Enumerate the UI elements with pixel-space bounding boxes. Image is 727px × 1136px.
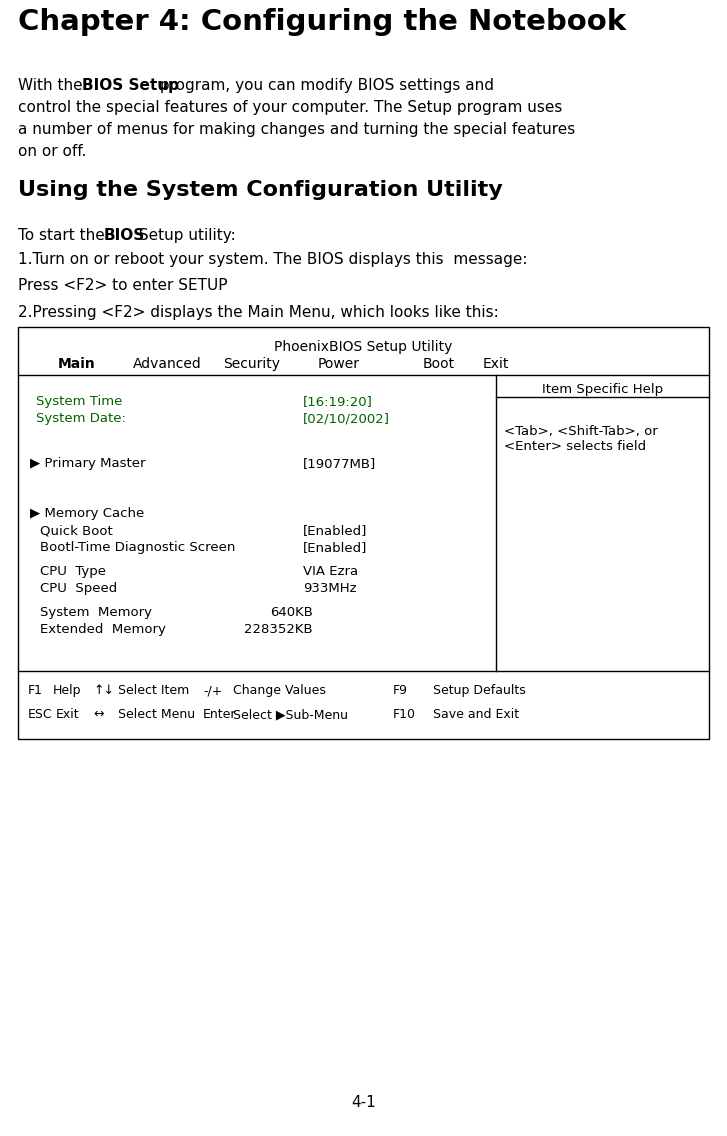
Text: Chapter 4: Configuring the Notebook: Chapter 4: Configuring the Notebook: [18, 8, 626, 36]
Text: F9: F9: [393, 684, 408, 698]
Text: ▶ Memory Cache: ▶ Memory Cache: [30, 507, 144, 520]
Text: Boot: Boot: [423, 357, 455, 371]
Text: Press <F2> to enter SETUP: Press <F2> to enter SETUP: [18, 278, 228, 293]
Text: System Date:: System Date:: [36, 412, 126, 425]
Text: Bootl-Time Diagnostic Screen: Bootl-Time Diagnostic Screen: [40, 541, 236, 554]
Text: 933MHz: 933MHz: [303, 582, 357, 595]
Text: Extended  Memory: Extended Memory: [40, 623, 166, 636]
Text: Select Item: Select Item: [118, 684, 189, 698]
Text: Select ▶Sub-Menu: Select ▶Sub-Menu: [233, 708, 348, 721]
Text: Security: Security: [223, 357, 280, 371]
Text: Setup Defaults: Setup Defaults: [433, 684, 526, 698]
Text: ↑↓: ↑↓: [93, 684, 114, 698]
Text: Exit: Exit: [483, 357, 510, 371]
Text: [19077MB]: [19077MB]: [303, 457, 377, 470]
Text: on or off.: on or off.: [18, 144, 87, 159]
Text: BIOS: BIOS: [104, 228, 145, 243]
Text: 2.Pressing <F2> displays the Main Menu, which looks like this:: 2.Pressing <F2> displays the Main Menu, …: [18, 304, 499, 320]
Text: Item Specific Help: Item Specific Help: [542, 383, 663, 396]
Text: CPU  Speed: CPU Speed: [40, 582, 117, 595]
Text: Setup utility:: Setup utility:: [134, 228, 236, 243]
Text: ▶ Primary Master: ▶ Primary Master: [30, 457, 145, 470]
Text: <Tab>, <Shift-Tab>, or
<Enter> selects field: <Tab>, <Shift-Tab>, or <Enter> selects f…: [504, 425, 658, 453]
Text: 640KB: 640KB: [270, 605, 313, 619]
Text: With the: With the: [18, 78, 87, 93]
Text: F10: F10: [393, 708, 416, 721]
Text: System Time: System Time: [36, 395, 122, 408]
Text: F1: F1: [28, 684, 43, 698]
Text: System  Memory: System Memory: [40, 605, 152, 619]
Text: ↔: ↔: [93, 708, 103, 721]
Text: control the special features of your computer. The Setup program uses: control the special features of your com…: [18, 100, 563, 115]
Text: PhoenixBIOS Setup Utility: PhoenixBIOS Setup Utility: [274, 340, 453, 354]
Text: Exit: Exit: [56, 708, 80, 721]
Text: [16:19:20]: [16:19:20]: [303, 395, 373, 408]
Text: 228352KB: 228352KB: [244, 623, 313, 636]
Text: BIOS Setup: BIOS Setup: [82, 78, 179, 93]
Text: a number of menus for making changes and turning the special features: a number of menus for making changes and…: [18, 122, 575, 137]
Text: VIA Ezra: VIA Ezra: [303, 565, 358, 578]
Text: Quick Boot: Quick Boot: [40, 524, 113, 537]
Text: [Enabled]: [Enabled]: [303, 524, 367, 537]
Text: 4-1: 4-1: [351, 1095, 376, 1110]
Text: program, you can modify BIOS settings and: program, you can modify BIOS settings an…: [155, 78, 494, 93]
Text: Power: Power: [318, 357, 360, 371]
Text: -/+: -/+: [203, 684, 222, 698]
Text: Enter: Enter: [203, 708, 236, 721]
Text: CPU  Type: CPU Type: [40, 565, 106, 578]
Text: To start the: To start the: [18, 228, 110, 243]
Text: Change Values: Change Values: [233, 684, 326, 698]
Text: Select Menu: Select Menu: [118, 708, 195, 721]
Text: 1.Turn on or reboot your system. The BIOS displays this  message:: 1.Turn on or reboot your system. The BIO…: [18, 252, 528, 267]
Text: [Enabled]: [Enabled]: [303, 541, 367, 554]
Bar: [18, 327, 709, 740]
Text: ESC: ESC: [28, 708, 52, 721]
Text: Using the System Configuration Utility: Using the System Configuration Utility: [18, 179, 503, 200]
Text: [02/10/2002]: [02/10/2002]: [303, 412, 390, 425]
Text: Save and Exit: Save and Exit: [433, 708, 519, 721]
Text: Advanced: Advanced: [133, 357, 202, 371]
Text: Help: Help: [53, 684, 81, 698]
Text: Main: Main: [58, 357, 96, 371]
